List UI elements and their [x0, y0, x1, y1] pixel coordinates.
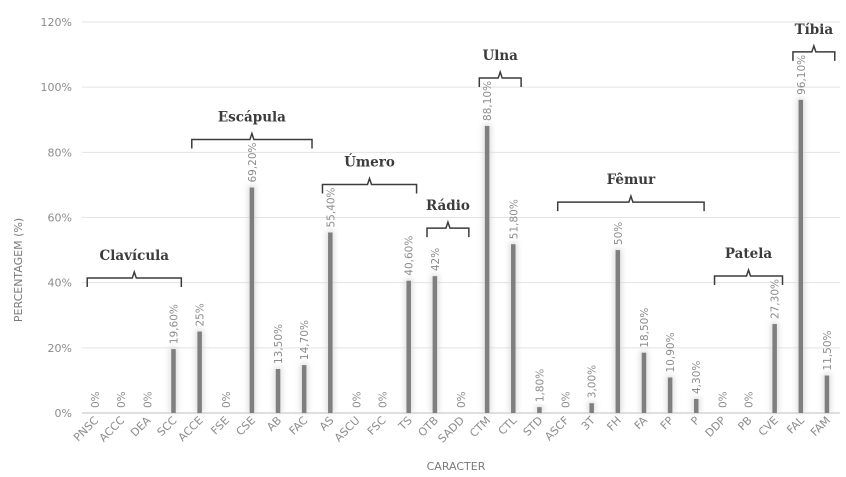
data-label: 18,50%: [639, 308, 651, 348]
group-bracket: [792, 43, 836, 61]
y-axis-ticks: 0% 20% 40% 60% 80% 100% 120%: [41, 16, 72, 420]
group-bracket: [86, 269, 183, 287]
bar: [249, 187, 255, 413]
x-axis-label: CARACTER: [427, 460, 486, 473]
y-tick-label: 20%: [48, 342, 72, 355]
data-label: 40,60%: [404, 236, 416, 276]
data-label: 4,30%: [691, 361, 703, 394]
data-label: 11,50%: [822, 330, 834, 370]
bar: [615, 250, 621, 413]
y-tick-label: 120%: [41, 16, 72, 29]
data-label: 51,80%: [508, 199, 520, 239]
y-tick-label: 60%: [48, 212, 72, 225]
data-label: 19,60%: [168, 304, 180, 344]
data-label: 0%: [717, 391, 729, 408]
group-bracket: [713, 267, 784, 286]
group-bracket: [556, 193, 705, 212]
bar: [772, 324, 777, 413]
group-brackets: Clavícula Escápula Úmero Rádio Ulna Fêmur Pate…: [86, 22, 836, 287]
group-label: Patela: [725, 246, 772, 262]
gridlines: [82, 21, 840, 414]
bar: [432, 276, 438, 413]
data-label: 42%: [430, 248, 442, 271]
group-label: Tíbia: [795, 22, 834, 38]
group-label: Fêmur: [607, 172, 657, 188]
data-label: 0%: [744, 391, 756, 408]
y-tick-label: 40%: [48, 277, 72, 290]
bar: [824, 375, 830, 413]
data-label: 0%: [116, 391, 128, 408]
bar: [511, 244, 516, 413]
data-label: 0%: [561, 391, 573, 408]
bar: [301, 365, 307, 413]
data-label: 88,10%: [482, 81, 494, 121]
group-label: Úmero: [344, 153, 395, 170]
bar: [328, 232, 333, 413]
data-labels: 0% 0% 0% 19,60% 25% 0% 69,20% 13,50% 14,70% 55,40…: [90, 55, 834, 408]
data-label: 0%: [351, 391, 363, 408]
y-tick-label: 0%: [55, 407, 72, 420]
y-tick-label: 100%: [41, 81, 72, 94]
group-label: Clavícula: [100, 248, 170, 264]
data-label: 55,40%: [325, 187, 337, 227]
group-bracket: [478, 69, 522, 87]
data-label: 0%: [90, 391, 102, 408]
group-bracket: [191, 131, 313, 149]
data-label: 25%: [195, 303, 207, 326]
bar: [589, 403, 594, 413]
data-label: 50%: [613, 222, 625, 245]
group-label: Ulna: [482, 48, 518, 64]
bar: [667, 377, 673, 413]
y-tick-label: 80%: [48, 146, 72, 159]
data-label: 14,70%: [299, 320, 311, 360]
data-label: 96,10%: [796, 55, 808, 95]
data-label: 0%: [221, 391, 233, 408]
data-label: 69,20%: [247, 142, 259, 182]
bar: [171, 349, 176, 413]
group-bracket: [321, 176, 418, 194]
bar: [798, 99, 804, 413]
y-axis-label: PERCENTAGEM (%): [12, 218, 25, 322]
group-label: Rádio: [426, 198, 470, 214]
bar: [406, 280, 411, 413]
data-label: 3,00%: [587, 365, 599, 398]
data-label: 27,30%: [770, 279, 782, 319]
data-label: 1,80%: [534, 369, 546, 402]
bar: [197, 331, 202, 413]
bar: [275, 369, 281, 413]
group-label: Escápula: [218, 110, 286, 126]
bar: [641, 352, 647, 413]
data-label: 13,50%: [273, 324, 285, 364]
data-label: 0%: [378, 391, 390, 408]
bar: [484, 125, 490, 414]
data-label: 0%: [456, 391, 468, 408]
data-label: 10,90%: [665, 332, 677, 372]
bars: [169, 97, 831, 414]
data-label: 0%: [142, 391, 154, 408]
bar: [693, 398, 699, 413]
bar: [537, 407, 542, 413]
group-bracket: [426, 219, 470, 238]
